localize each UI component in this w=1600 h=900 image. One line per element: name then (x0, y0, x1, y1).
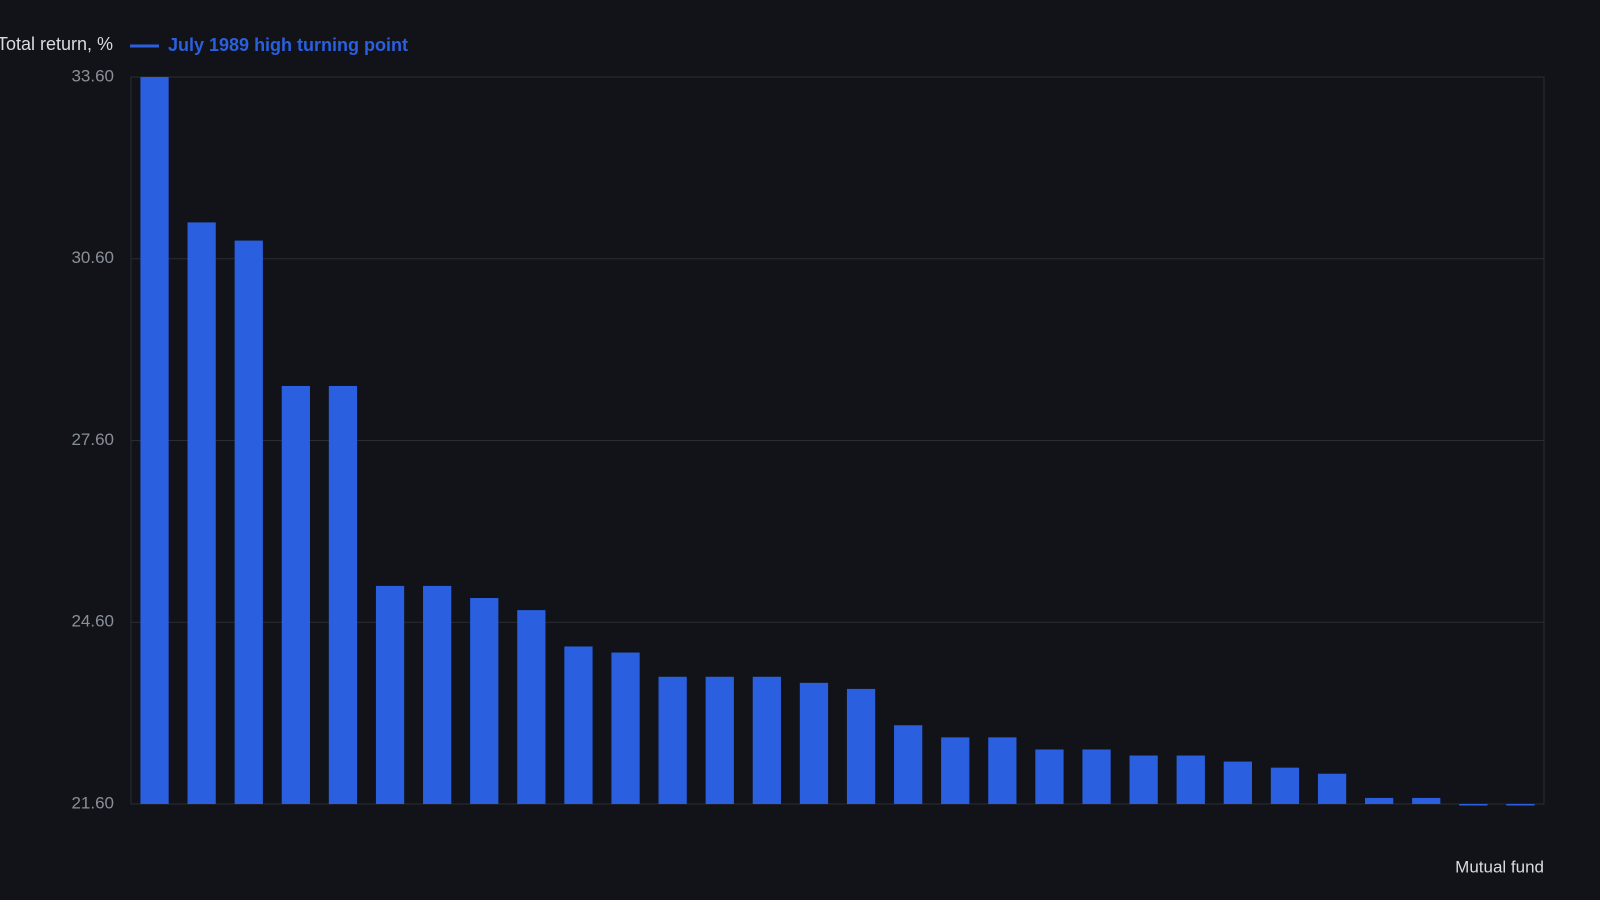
bar (1365, 797, 1394, 804)
bar (375, 585, 405, 804)
bar (517, 610, 546, 804)
bar (705, 676, 734, 804)
bar (1082, 749, 1111, 804)
bar (1129, 755, 1158, 804)
bar (470, 598, 499, 804)
bar (234, 240, 263, 804)
y-axis-title: Total return, % (0, 34, 113, 54)
bar (1035, 749, 1064, 804)
bar (281, 385, 310, 804)
bar (1176, 755, 1205, 804)
bar (1270, 767, 1300, 804)
bar (1506, 804, 1535, 806)
bar (1459, 804, 1488, 806)
bar (752, 676, 781, 804)
y-tick-label: 24.60 (71, 612, 114, 631)
bar (846, 688, 876, 804)
y-tick-label: 27.60 (71, 430, 114, 449)
bar (611, 652, 640, 804)
y-tick-label: 21.60 (71, 793, 114, 812)
bar (988, 737, 1017, 804)
bar (1412, 797, 1441, 804)
bar (1223, 761, 1252, 804)
x-axis-title: Mutual fund (1455, 857, 1544, 876)
bar (894, 725, 923, 804)
legend-label: July 1989 high turning point (168, 35, 408, 55)
bar (564, 646, 593, 804)
y-tick-label: 33.60 (71, 66, 114, 85)
bar (328, 385, 358, 804)
y-tick-label: 30.60 (71, 248, 114, 267)
bar (1317, 773, 1347, 804)
bar (140, 77, 169, 804)
bar (423, 585, 452, 804)
bar (187, 222, 216, 804)
bar (941, 737, 970, 804)
bar (658, 676, 687, 804)
bar (799, 682, 829, 804)
